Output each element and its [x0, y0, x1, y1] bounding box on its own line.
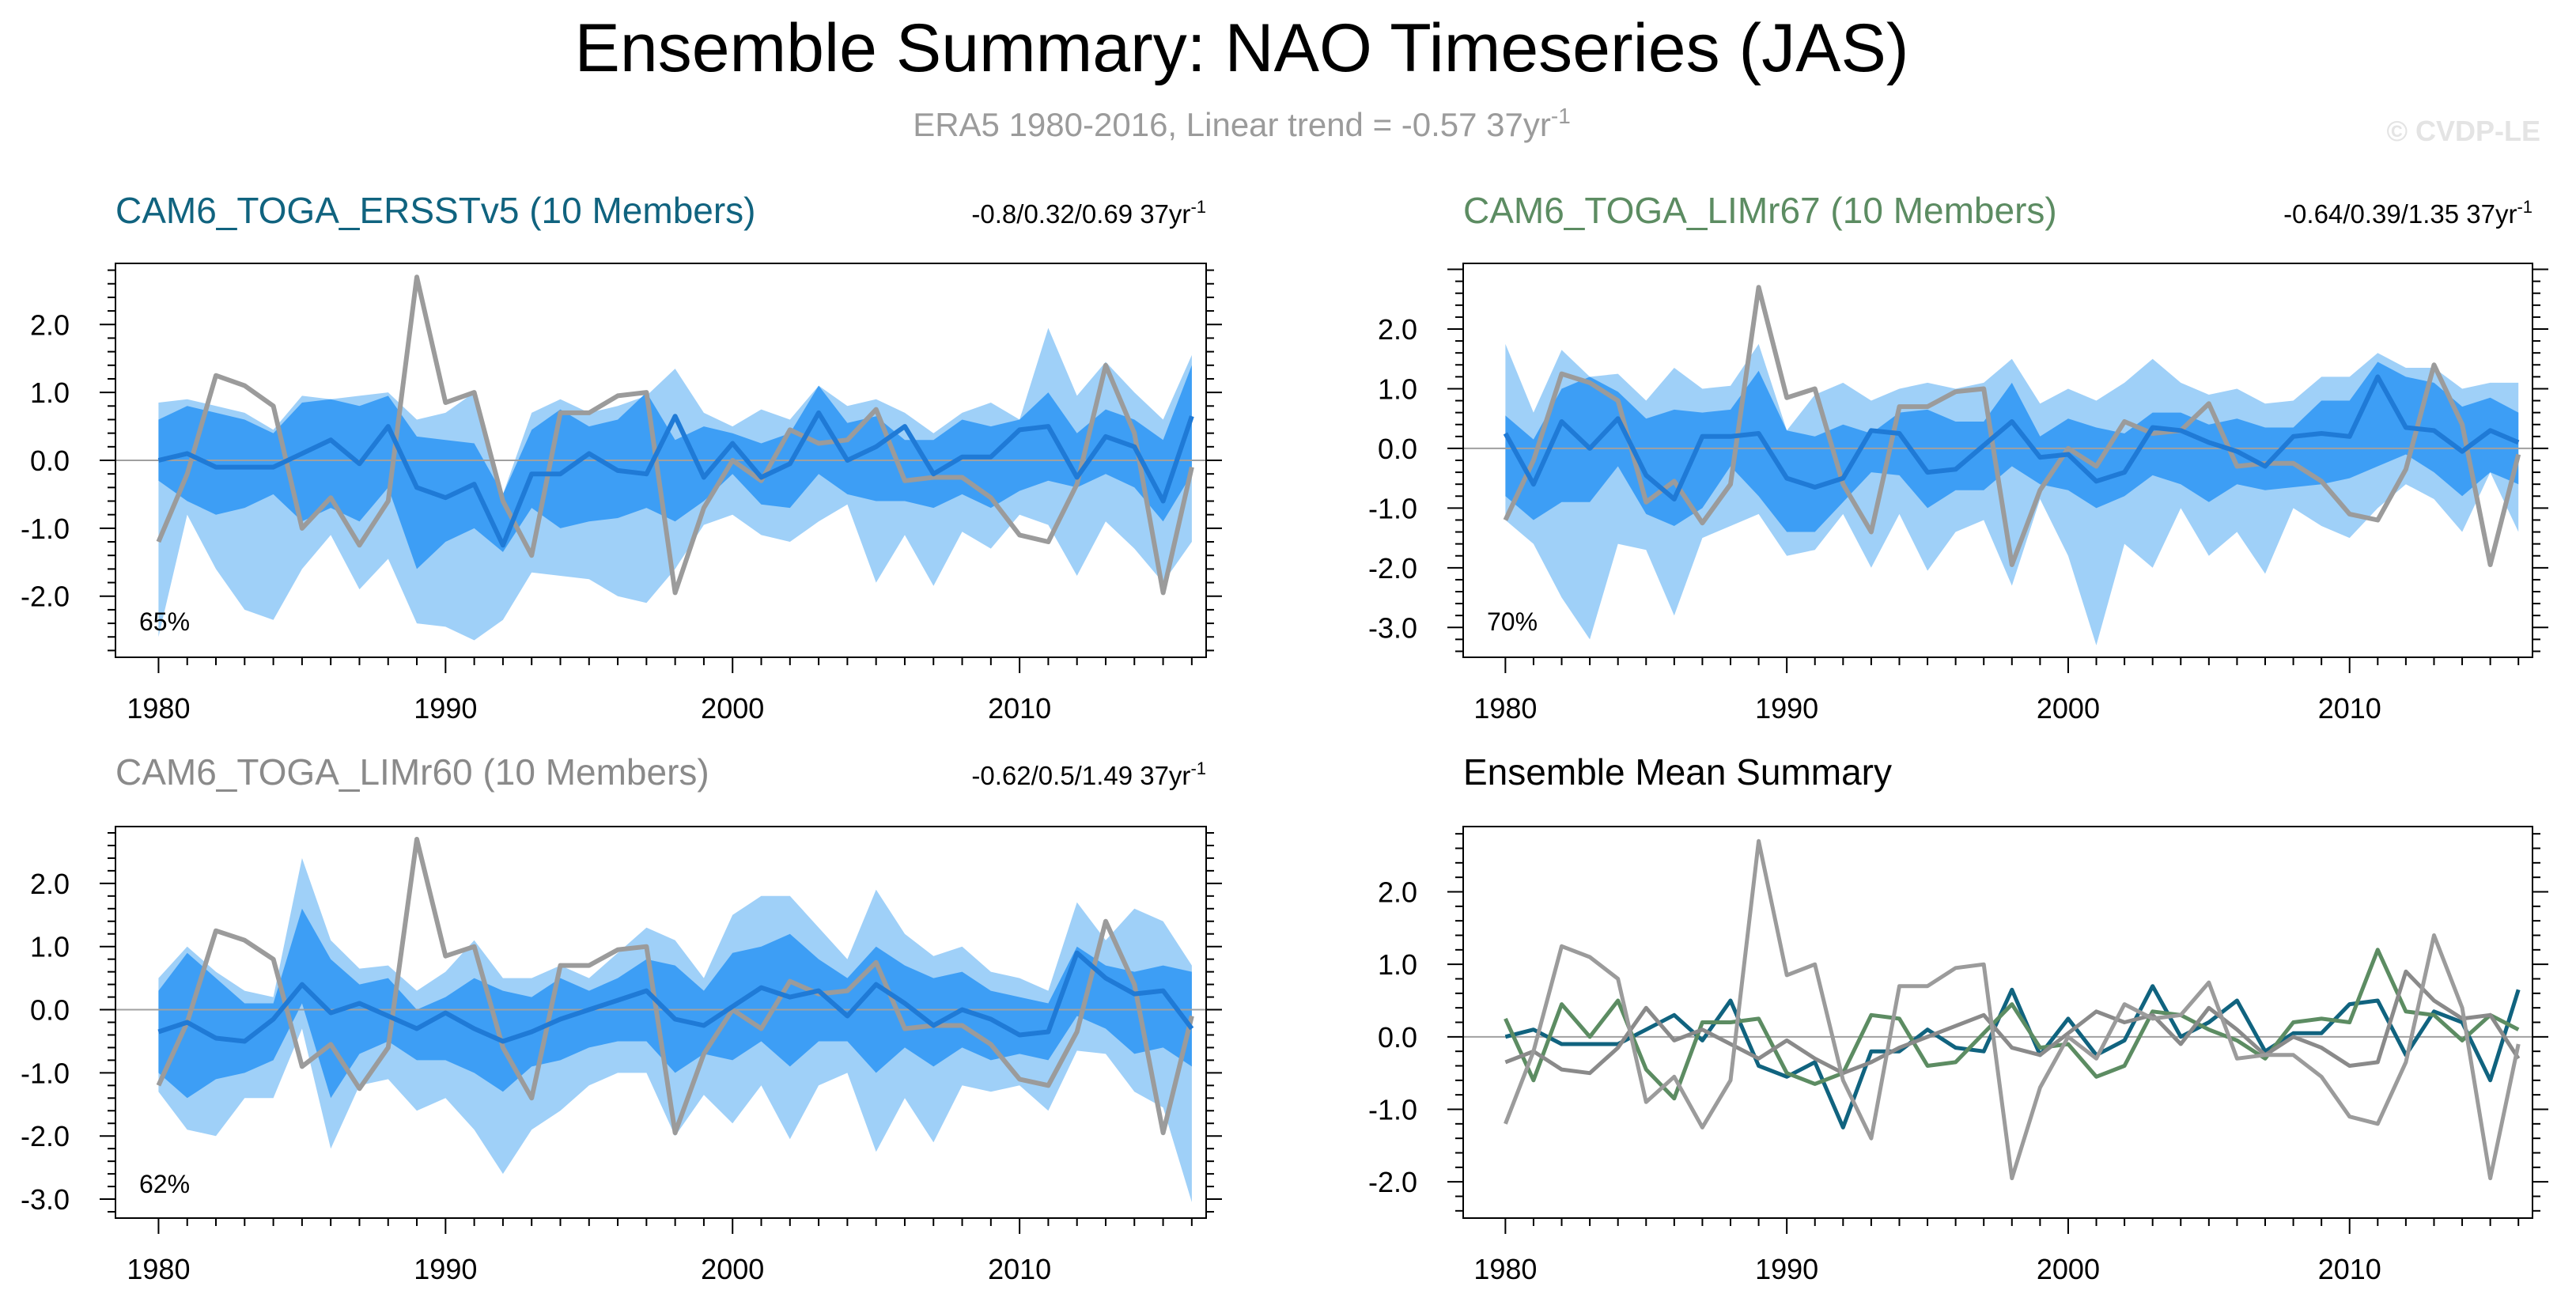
y-tick-label: 0.0: [30, 445, 70, 477]
y-tick-label: 0.0: [1378, 1021, 1417, 1054]
obs-era5-line: [156, 837, 1194, 1136]
y-tick-label: 2.0: [30, 868, 70, 900]
figure-title: Ensemble Summary: NAO Timeseries (JAS): [575, 10, 1909, 86]
y-tick-label: 1.0: [1378, 948, 1417, 981]
series-line-era5: [1504, 838, 2521, 1181]
y-tick-label: -2.0: [1368, 552, 1417, 585]
ensemble-mean-line: [157, 950, 1194, 1044]
panel-toga-ersstv5: CAM6_TOGA_ERSSTv5 (10 Members) -0.8/0.32/…: [21, 190, 1222, 725]
panel-toga-limr60: CAM6_TOGA_LIMr60 (10 Members) -0.62/0.5/1…: [21, 751, 1222, 1285]
x-tick-label: 2000: [2037, 1253, 2100, 1285]
panel-trend-stats: -0.64/0.39/1.35 37yr-1: [2283, 197, 2532, 229]
y-tick-label: -3.0: [1368, 611, 1417, 644]
y-tick-label: -2.0: [21, 1120, 70, 1152]
series-line-cam6-toga-limr67: [1504, 948, 2520, 1101]
cvdp-watermark: © CVDP-LE: [2386, 115, 2540, 147]
x-tick-label: 2000: [701, 1253, 764, 1285]
y-tick-label: 0.0: [1378, 433, 1417, 465]
plot-area: [1463, 838, 2532, 1181]
series-line-cam6-toga-limr60: [1504, 969, 2521, 1076]
panel-ensemble-mean-summary: Ensemble Mean Summary 2.0 1.0 0.0 -1.0 -2.0 19…: [1368, 751, 2548, 1285]
x-tick-label: 2010: [988, 1253, 1051, 1285]
inner-spread-band: [158, 365, 1192, 569]
plot-area: [115, 274, 1206, 641]
x-tick-label: 1990: [1755, 1253, 1818, 1285]
y-tick-label: 1.0: [1378, 373, 1417, 405]
ensemble-mean-line: [157, 410, 1194, 548]
x-tick-label: 1990: [1755, 692, 1818, 725]
x-tick-label: 1980: [127, 692, 190, 725]
x-tick-label: 2010: [2318, 1253, 2381, 1285]
y-tick-label: -3.0: [21, 1183, 70, 1216]
obs-era5-line: [156, 274, 1194, 596]
y-tick-label: -1.0: [21, 513, 70, 545]
x-tick-label: 2000: [701, 692, 764, 725]
panel-title: CAM6_TOGA_ERSSTv5 (10 Members): [115, 190, 756, 231]
y-tick-label: -2.0: [1368, 1166, 1417, 1198]
percent-label: 65%: [139, 607, 190, 636]
plot-area: [1463, 285, 2532, 645]
inner-spread-band: [158, 908, 1192, 1099]
y-tick-label: 2.0: [30, 308, 70, 341]
panel-title: CAM6_TOGA_LIMr67 (10 Members): [1463, 190, 2057, 231]
panel-title: Ensemble Mean Summary: [1463, 751, 1892, 793]
panel-toga-limr67: CAM6_TOGA_LIMr67 (10 Members) -0.64/0.39/…: [1368, 190, 2548, 725]
figure-subtitle: ERA5 1980-2016, Linear trend = -0.57 37y…: [913, 104, 1571, 143]
panel-trend-stats: -0.8/0.32/0.69 37yr-1: [971, 197, 1206, 229]
obs-era5-line: [1503, 285, 2521, 567]
plot-area: [115, 837, 1206, 1202]
y-tick-label: 2.0: [1378, 313, 1417, 346]
y-tick-label: 1.0: [30, 931, 70, 963]
percent-label: 70%: [1487, 607, 1538, 636]
inner-spread-band: [1505, 361, 2519, 532]
y-tick-label: -1.0: [1368, 1094, 1417, 1126]
series-line-cam6-toga-ersstv5: [1504, 984, 2521, 1129]
x-tick-label: 2010: [2318, 692, 2381, 725]
y-tick-label: 0.0: [30, 994, 70, 1027]
x-tick-label: 1990: [414, 1253, 477, 1285]
panel-title: CAM6_TOGA_LIMr60 (10 Members): [115, 751, 709, 793]
x-tick-label: 1980: [1473, 1253, 1537, 1285]
y-tick-label: 1.0: [30, 376, 70, 409]
percent-label: 62%: [139, 1170, 190, 1198]
x-tick-label: 1990: [414, 692, 477, 725]
x-tick-label: 2000: [2037, 692, 2100, 725]
y-tick-label: -1.0: [21, 1057, 70, 1089]
ensemble-mean-line: [1503, 374, 2520, 501]
x-tick-label: 1980: [1473, 692, 1537, 725]
y-tick-label: -1.0: [1368, 492, 1417, 524]
y-tick-label: -2.0: [21, 581, 70, 613]
x-tick-label: 2010: [988, 692, 1051, 725]
panel-trend-stats: -0.62/0.5/1.49 37yr-1: [971, 759, 1206, 790]
x-tick-label: 1980: [127, 1253, 190, 1285]
y-tick-label: 2.0: [1378, 876, 1417, 909]
